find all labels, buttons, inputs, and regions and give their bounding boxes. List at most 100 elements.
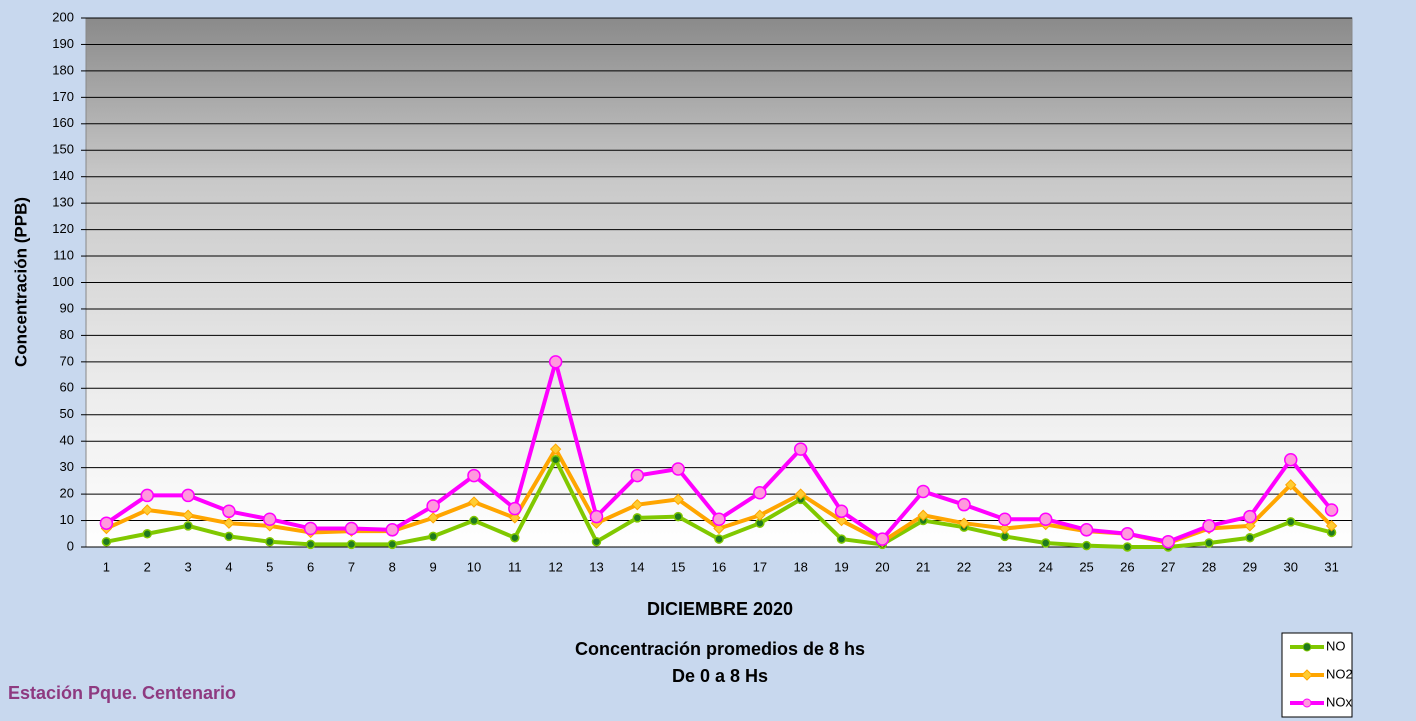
data-point <box>836 505 848 517</box>
y-tick-label: 140 <box>52 168 74 183</box>
station-label: Estación Pque. Centenario <box>8 683 236 703</box>
chart: Concentración (PPB) DICIEMBRE 2020 Conce… <box>0 0 1416 721</box>
x-tick-label: 3 <box>184 559 191 574</box>
data-point <box>141 489 153 501</box>
data-point <box>876 533 888 545</box>
x-tick-label: 23 <box>998 559 1012 574</box>
y-tick-label: 40 <box>60 433 74 448</box>
data-point <box>1244 511 1256 523</box>
chart-subtitle: Concentración promedios de 8 hs <box>575 639 865 659</box>
data-point <box>143 530 151 538</box>
legend-marker <box>1303 643 1311 651</box>
data-point <box>1081 524 1093 536</box>
y-tick-label: 150 <box>52 142 74 157</box>
data-point <box>100 517 112 529</box>
data-point <box>388 540 396 548</box>
data-point <box>1205 539 1213 547</box>
y-tick-label: 120 <box>52 221 74 236</box>
data-point <box>266 538 274 546</box>
chart-subtitle: De 0 a 8 Hs <box>672 666 768 686</box>
y-tick-label: 190 <box>52 36 74 51</box>
x-tick-label: 17 <box>753 559 767 574</box>
data-point <box>1123 543 1131 551</box>
y-tick-label: 160 <box>52 115 74 130</box>
data-point <box>509 503 521 515</box>
data-point <box>307 540 315 548</box>
x-tick-label: 31 <box>1324 559 1338 574</box>
y-tick-label: 130 <box>52 195 74 210</box>
x-tick-label: 11 <box>508 559 522 574</box>
data-point <box>674 513 682 521</box>
x-tick-label: 21 <box>916 559 930 574</box>
y-tick-label: 0 <box>67 538 74 553</box>
y-tick-label: 80 <box>60 327 74 342</box>
data-point <box>1287 518 1295 526</box>
data-point <box>264 513 276 525</box>
data-point <box>1162 536 1174 548</box>
y-tick-label: 90 <box>60 300 74 315</box>
x-tick-label: 14 <box>630 559 644 574</box>
data-point <box>429 532 437 540</box>
data-point <box>347 540 355 548</box>
x-tick-label: 30 <box>1284 559 1298 574</box>
data-point <box>631 470 643 482</box>
data-point <box>958 499 970 511</box>
data-point <box>225 532 233 540</box>
x-tick-label: 4 <box>225 559 232 574</box>
data-point <box>1285 454 1297 466</box>
data-point <box>552 456 560 464</box>
data-point <box>917 485 929 497</box>
data-point <box>715 535 723 543</box>
legend-marker <box>1303 699 1311 707</box>
x-tick-label: 22 <box>957 559 971 574</box>
x-tick-label: 12 <box>548 559 562 574</box>
data-point <box>838 535 846 543</box>
data-point <box>713 513 725 525</box>
data-point <box>672 463 684 475</box>
data-point <box>427 500 439 512</box>
data-point <box>1203 520 1215 532</box>
y-tick-label: 20 <box>60 486 74 501</box>
y-tick-label: 50 <box>60 406 74 421</box>
x-tick-label: 16 <box>712 559 726 574</box>
data-point <box>592 538 600 546</box>
data-point <box>999 513 1011 525</box>
data-point <box>184 522 192 530</box>
x-tick-label: 10 <box>467 559 481 574</box>
data-point <box>345 522 357 534</box>
data-point <box>754 487 766 499</box>
y-tick-label: 10 <box>60 512 74 527</box>
y-tick-label: 100 <box>52 274 74 289</box>
legend-label: NO2 <box>1326 666 1353 681</box>
y-tick-label: 200 <box>52 9 74 24</box>
data-point <box>102 538 110 546</box>
y-tick-label: 30 <box>60 459 74 474</box>
data-point <box>633 514 641 522</box>
data-point <box>305 522 317 534</box>
data-point <box>468 470 480 482</box>
data-point <box>795 443 807 455</box>
x-tick-label: 27 <box>1161 559 1175 574</box>
legend-label: NOx <box>1326 694 1353 709</box>
y-tick-label: 170 <box>52 89 74 104</box>
data-point <box>1246 534 1254 542</box>
x-tick-label: 2 <box>144 559 151 574</box>
data-point <box>1040 513 1052 525</box>
x-tick-label: 29 <box>1243 559 1257 574</box>
data-point <box>1042 539 1050 547</box>
y-tick-label: 180 <box>52 62 74 77</box>
x-tick-label: 28 <box>1202 559 1216 574</box>
x-tick-label: 8 <box>389 559 396 574</box>
y-tick-label: 70 <box>60 353 74 368</box>
y-tick-label: 110 <box>53 247 74 262</box>
x-tick-label: 7 <box>348 559 355 574</box>
x-tick-label: 1 <box>103 559 110 574</box>
y-axis-label: Concentración (PPB) <box>11 197 30 367</box>
legend-label: NO <box>1326 638 1346 653</box>
data-point <box>550 356 562 368</box>
x-tick-label: 13 <box>589 559 603 574</box>
x-tick-label: 25 <box>1079 559 1093 574</box>
x-tick-label: 18 <box>793 559 807 574</box>
x-tick-label: 9 <box>430 559 437 574</box>
data-point <box>511 534 519 542</box>
